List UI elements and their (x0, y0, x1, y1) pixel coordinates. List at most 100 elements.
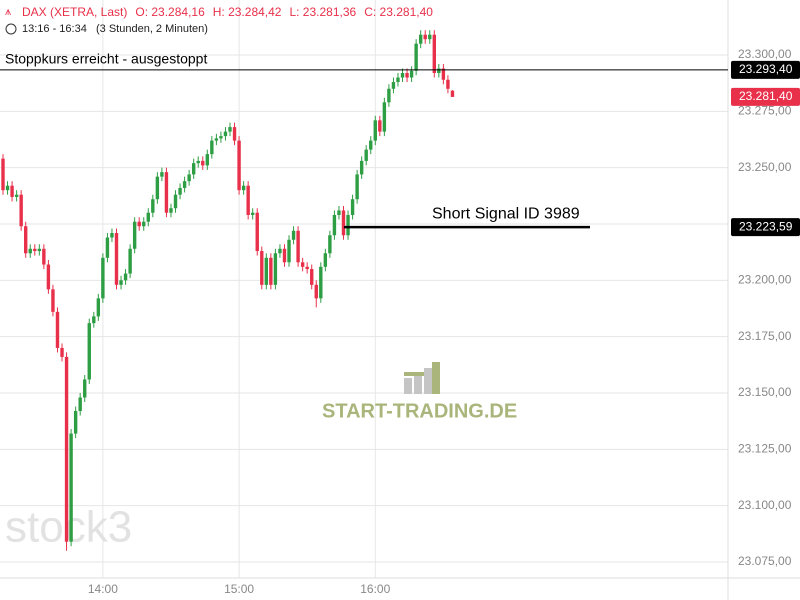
clock-icon (5, 23, 17, 35)
candle-body (37, 248, 42, 252)
candle-body (33, 248, 37, 252)
candle-body (219, 136, 223, 139)
annotations: Stoppkurs erreicht - ausgestoppt 23.293,4… (0, 51, 800, 237)
header-title: DAX (XETRA, Last) (22, 5, 127, 19)
candle-body (132, 221, 137, 249)
candle-body (232, 127, 237, 141)
price-tag-label: 23.223,59 (739, 219, 793, 233)
candle-body (246, 185, 250, 215)
candle-body (341, 210, 346, 236)
candle-body (418, 34, 423, 44)
candles (1, 30, 455, 551)
candle-body (291, 230, 296, 240)
candle-body (296, 230, 300, 263)
candle-body (19, 194, 23, 227)
candle-body (173, 194, 178, 209)
candle-body (101, 257, 105, 299)
icon: ⩚ (5, 6, 11, 18)
candle-body (287, 239, 291, 263)
candle-body (423, 34, 427, 40)
candle-body (364, 149, 368, 161)
candle-body (414, 43, 418, 71)
stop-text: Stoppkurs erreicht - ausgestoppt (5, 51, 207, 67)
candle-body (373, 120, 377, 141)
x-tick-label: 15:00 (224, 582, 254, 596)
candle-body (123, 273, 128, 281)
candle-body (55, 311, 60, 348)
candle-body (396, 77, 400, 83)
header-range: 13:16 - 16:34 (22, 23, 87, 35)
price-tag-label: 23.293,40 (739, 62, 793, 76)
y-tick-label: 23.250,00 (738, 160, 792, 174)
candle-body (441, 68, 446, 80)
candle-body (28, 248, 32, 254)
y-tick-label: 23.075,00 (738, 554, 792, 568)
price-tag (731, 87, 800, 106)
candle-body (164, 172, 169, 213)
x-tick-label: 14:00 (88, 582, 118, 596)
candle-body (78, 397, 82, 412)
candle-body (237, 140, 241, 191)
candle-body (314, 284, 318, 299)
candle-body (332, 214, 337, 236)
candle-body (241, 185, 246, 191)
candle-body (260, 251, 264, 285)
candle-body (87, 323, 91, 380)
candle-body (382, 102, 387, 132)
header-ohlc: O: 23.284,16 (135, 5, 205, 19)
candle-body (169, 208, 173, 213)
candle-body (83, 379, 87, 398)
candle-body (119, 280, 123, 285)
y-tick-label: 23.125,00 (738, 442, 792, 456)
y-tick-label: 23.300,00 (738, 47, 792, 61)
candle-body (46, 264, 51, 290)
candle-body (182, 181, 187, 188)
candle-body (391, 82, 396, 89)
candle-body (178, 187, 182, 195)
candle-body (400, 73, 405, 78)
price-tag (731, 60, 800, 79)
candle-body (432, 34, 436, 74)
candle-body (337, 210, 341, 215)
candle-body (251, 212, 255, 215)
candle-body (14, 194, 19, 197)
candle-body (10, 185, 14, 197)
candle-body (214, 138, 219, 141)
candle-body (105, 237, 110, 258)
candle-body (146, 212, 150, 222)
candle-body (42, 248, 46, 265)
header-duration: (3 Stunden, 2 Minuten) (96, 23, 208, 35)
candle-body (191, 163, 196, 175)
candle-body (323, 253, 328, 267)
candle-body (142, 221, 146, 227)
candle-body (128, 248, 132, 274)
candle-body (428, 34, 432, 40)
candle-body (73, 411, 78, 434)
y-tick-label: 23.175,00 (738, 329, 792, 343)
candle-body (201, 160, 205, 166)
candle-body (346, 214, 350, 236)
candle-body (160, 172, 164, 177)
candle-body (60, 347, 64, 357)
candle-body (350, 199, 355, 215)
candle-body (278, 248, 282, 254)
candle-body (369, 140, 373, 150)
candle-body (137, 221, 141, 227)
candle-body (269, 257, 273, 285)
price-tag (731, 218, 800, 237)
watermark: stock3 (5, 503, 132, 552)
candle-body (187, 174, 191, 182)
candle-body (409, 70, 414, 78)
candle-body (446, 79, 450, 89)
candle-body (310, 269, 314, 285)
candle-body (96, 298, 101, 317)
y-tick-label: 23.275,00 (738, 103, 792, 117)
header: ⩚ DAX (XETRA, Last) 13:16 - 16:34 (3 Stu… (5, 5, 433, 35)
candle-body (114, 233, 119, 285)
price-tag-label: 23.281,40 (739, 89, 793, 103)
candle-body (69, 433, 73, 542)
candle-body (264, 257, 269, 285)
candle-body (255, 212, 259, 252)
candle-body (151, 199, 155, 213)
